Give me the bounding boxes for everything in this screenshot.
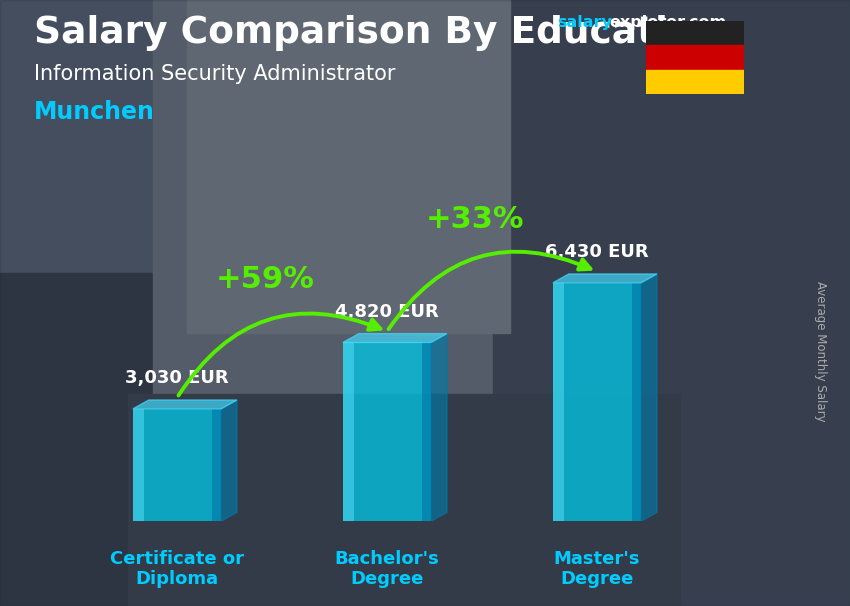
Bar (0, 273, 187, 606)
Text: Master's
Degree: Master's Degree (553, 550, 640, 588)
Bar (133, 409, 144, 521)
Text: 3,030 EUR: 3,030 EUR (125, 370, 229, 387)
Bar (646, 45, 744, 70)
Bar (552, 283, 641, 521)
Text: Salary Comparison By Education: Salary Comparison By Education (34, 15, 720, 51)
Text: 6,430 EUR: 6,430 EUR (545, 244, 649, 261)
Bar (343, 342, 431, 521)
Text: +33%: +33% (426, 205, 524, 235)
Bar (343, 342, 354, 521)
Polygon shape (641, 274, 657, 521)
Polygon shape (221, 400, 237, 521)
Text: +59%: +59% (216, 265, 314, 294)
Bar (187, 0, 510, 333)
Polygon shape (552, 274, 657, 283)
Text: Average Monthly Salary: Average Monthly Salary (813, 281, 827, 422)
Bar (646, 21, 744, 45)
Text: salary: salary (557, 15, 612, 30)
Bar (632, 283, 641, 521)
Bar (153, 0, 536, 394)
Text: Bachelor's
Degree: Bachelor's Degree (335, 550, 439, 588)
Bar (212, 409, 221, 521)
Text: explorer.com: explorer.com (609, 15, 727, 30)
Bar (646, 70, 744, 94)
Bar (128, 394, 680, 606)
Polygon shape (431, 334, 447, 521)
Text: Certificate or
Diploma: Certificate or Diploma (110, 550, 244, 588)
Bar (493, 0, 850, 606)
Polygon shape (343, 334, 447, 342)
Text: 4,820 EUR: 4,820 EUR (335, 303, 439, 321)
Polygon shape (133, 400, 237, 409)
Bar (552, 283, 564, 521)
Text: Munchen: Munchen (34, 100, 155, 124)
Text: Information Security Administrator: Information Security Administrator (34, 64, 395, 84)
Bar (422, 342, 431, 521)
Bar (133, 409, 221, 521)
